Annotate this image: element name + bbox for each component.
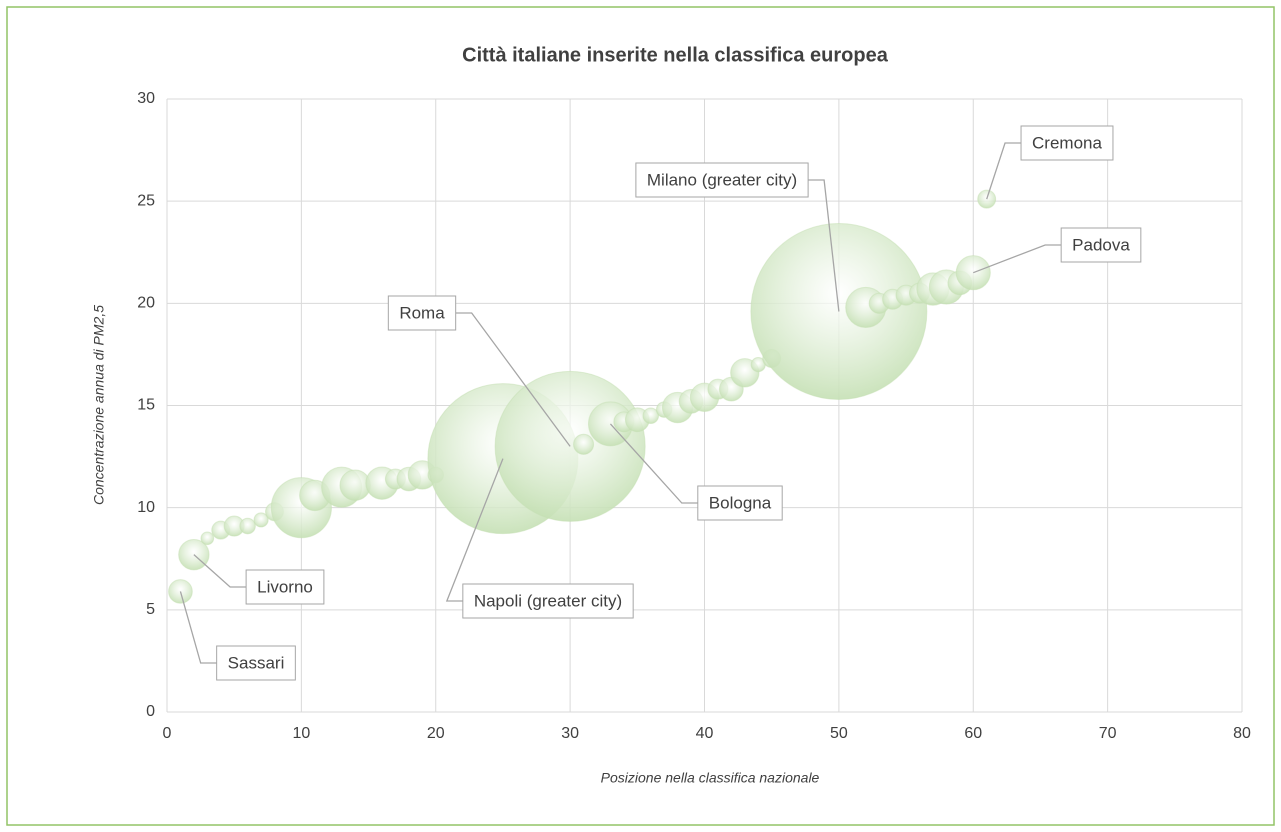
leader-line: [193, 554, 247, 588]
data-label-box: [1060, 227, 1142, 263]
data-label-box: [387, 295, 457, 331]
bubble: [253, 512, 269, 528]
y-tick-label: 10: [137, 499, 155, 516]
bubble: [239, 517, 256, 535]
leader-line: [445, 458, 504, 602]
bubble: [573, 433, 595, 455]
x-tick-label: 20: [427, 725, 445, 742]
data-label: Bologna: [709, 493, 772, 512]
bubble: [200, 531, 215, 546]
data-label: Livorno: [257, 577, 313, 596]
x-axis-label: Posizione nella classifica nazionale: [601, 770, 820, 786]
data-label: Roma: [399, 303, 445, 322]
x-tick-label: 70: [1099, 725, 1117, 742]
y-axis-label: Concentrazione annua di PM2,5: [91, 305, 107, 505]
chart-title: Città italiane inserite nella classifica…: [462, 44, 889, 66]
leader-line: [973, 244, 1062, 274]
leader-line: [986, 142, 1022, 200]
data-label: Padova: [1072, 235, 1130, 254]
x-tick-label: 40: [696, 725, 714, 742]
data-label-box: [216, 645, 296, 681]
y-tick-label: 20: [137, 295, 155, 312]
data-label-box: [245, 569, 325, 605]
data-label: Sassari: [228, 653, 285, 672]
leader-line: [455, 312, 571, 447]
x-tick-label: 10: [292, 725, 310, 742]
leader-line: [179, 591, 217, 664]
x-tick-label: 50: [830, 725, 848, 742]
leader-line: [609, 423, 698, 504]
data-label-box: [1020, 125, 1114, 161]
data-label: Cremona: [1032, 133, 1102, 152]
data-label-box: [697, 485, 783, 521]
y-tick-label: 30: [137, 90, 155, 107]
x-tick-label: 0: [163, 725, 172, 742]
y-tick-label: 15: [137, 397, 155, 414]
leader-line: [808, 179, 840, 312]
y-tick-label: 5: [146, 601, 155, 618]
data-label-box: [635, 162, 809, 198]
data-label: Napoli (greater city): [474, 591, 622, 610]
data-label: Milano (greater city): [647, 170, 797, 189]
x-tick-label: 30: [561, 725, 579, 742]
x-tick-label: 80: [1233, 725, 1251, 742]
data-label-box: [462, 583, 634, 619]
bubble: [642, 407, 660, 424]
y-tick-label: 0: [146, 703, 155, 720]
x-tick-label: 60: [964, 725, 982, 742]
y-tick-label: 25: [137, 192, 155, 209]
